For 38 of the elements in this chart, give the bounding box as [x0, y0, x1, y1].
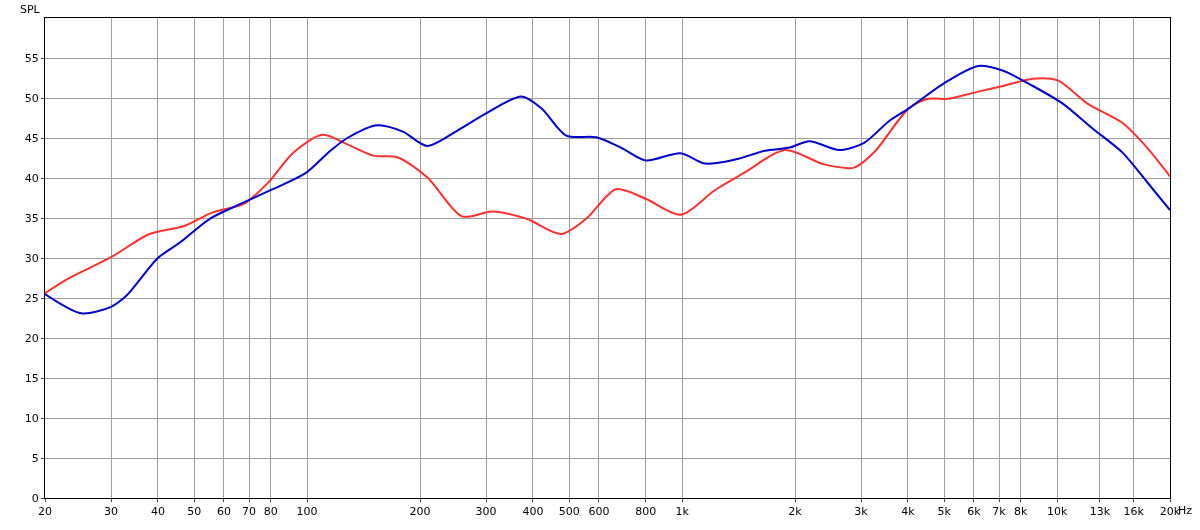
y-tick-label: 45	[24, 131, 39, 145]
x-tick-label: 10k	[1046, 505, 1068, 519]
y-tick-label: 30	[24, 251, 39, 265]
x-tick-label: 7k	[992, 505, 1007, 519]
x-tick-label: 400	[522, 505, 544, 519]
x-tick-label: 300	[475, 505, 497, 519]
x-tick-label: 1k	[675, 505, 690, 519]
x-tick-label: 20k	[1159, 505, 1181, 519]
x-tick-label: 5k	[937, 505, 952, 519]
x-tick-label: 100	[296, 505, 318, 519]
x-tick-label: 13k	[1089, 505, 1111, 519]
y-tick-label: 5	[31, 451, 39, 465]
x-tick-label: 600	[588, 505, 610, 519]
x-tick-label: 4k	[901, 505, 916, 519]
y-tick-label: 20	[24, 331, 39, 345]
y-tick-label: 0	[31, 491, 39, 505]
y-tick-label: 40	[24, 171, 39, 185]
x-tick-label: 50	[187, 505, 202, 519]
x-tick-label: 70	[242, 505, 257, 519]
x-tick-label: 30	[104, 505, 119, 519]
x-tick-label: 60	[216, 505, 231, 519]
x-tick-label: 80	[263, 505, 278, 519]
x-tick-label: 8k	[1014, 505, 1029, 519]
x-tick-label: 500	[558, 505, 580, 519]
x-tick-label: 800	[635, 505, 657, 519]
x-tick-label: 40	[150, 505, 165, 519]
y-tick-label: 15	[24, 371, 39, 385]
y-tick-label: 25	[24, 291, 39, 305]
x-tick-label: 3k	[854, 505, 869, 519]
x-tick-label: 200	[409, 505, 431, 519]
y-tick-label: 35	[24, 211, 39, 225]
x-tick-label: 6k	[967, 505, 982, 519]
y-tick-label: 55	[24, 51, 39, 65]
x-tick-label: 2k	[788, 505, 803, 519]
x-tick-label: 16k	[1123, 505, 1145, 519]
y-axis-title: SPL	[20, 3, 41, 16]
y-tick-label: 50	[24, 91, 39, 105]
y-tick-label: 10	[24, 411, 39, 425]
